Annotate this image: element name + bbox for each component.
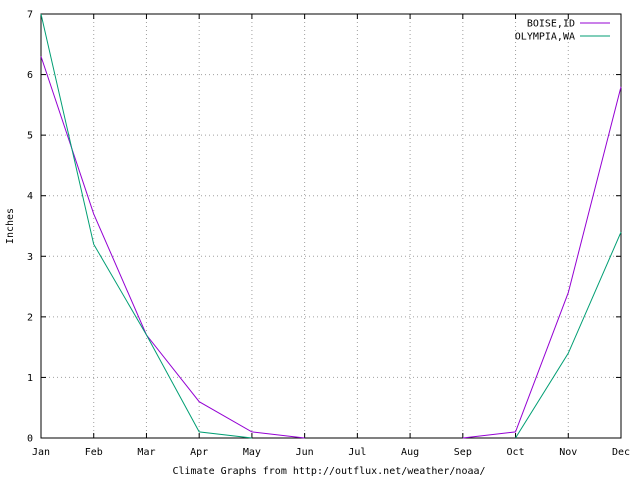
y-tick-label: 3 (27, 252, 33, 263)
x-tick-label: Oct (507, 447, 525, 458)
series (40, 13, 622, 439)
legend-label-boise-id: BOISE,ID (527, 19, 575, 30)
x-tick-label: Apr (190, 447, 208, 458)
plot-frame (40, 13, 622, 439)
y-tick-label: 0 (27, 434, 33, 445)
legend-label-olympia-wa: OLYMPIA,WA (515, 32, 575, 43)
y-tick-label: 7 (27, 10, 33, 21)
y-tick-label: 4 (27, 191, 33, 202)
series-line-olympia-wa (40, 13, 252, 439)
series-line-boise-id (462, 86, 622, 439)
x-axis-label: Climate Graphs from http://outflux.net/w… (172, 466, 485, 477)
y-tick-label: 5 (27, 131, 33, 142)
y-tick-label: 6 (27, 70, 33, 81)
x-tick-label: Dec (612, 447, 630, 458)
y-tick-label: 2 (27, 312, 33, 323)
x-tick-label: Jan (32, 447, 50, 458)
x-tick-label: May (243, 447, 261, 458)
x-tick-label: Feb (85, 447, 103, 458)
x-tick-label: Nov (559, 447, 577, 458)
x-tick-label: Jun (296, 447, 314, 458)
series-line-boise-id (40, 56, 305, 439)
y-axis-label: Inches (5, 208, 16, 244)
x-tick-label: Aug (401, 447, 419, 458)
x-tick-label: Mar (137, 447, 155, 458)
series-line-olympia-wa (515, 231, 622, 439)
grid (41, 14, 621, 438)
x-tick-label: Sep (454, 447, 472, 458)
legend: BOISE,ID OLYMPIA,WA (515, 19, 610, 43)
axes: 0 1 2 3 4 5 6 7 Jan Feb Mar Apr May Jun Jul Aug Sep Oct No… (27, 10, 630, 459)
x-tick-label: Jul (348, 447, 366, 458)
y-tick-label: 1 (27, 373, 33, 384)
